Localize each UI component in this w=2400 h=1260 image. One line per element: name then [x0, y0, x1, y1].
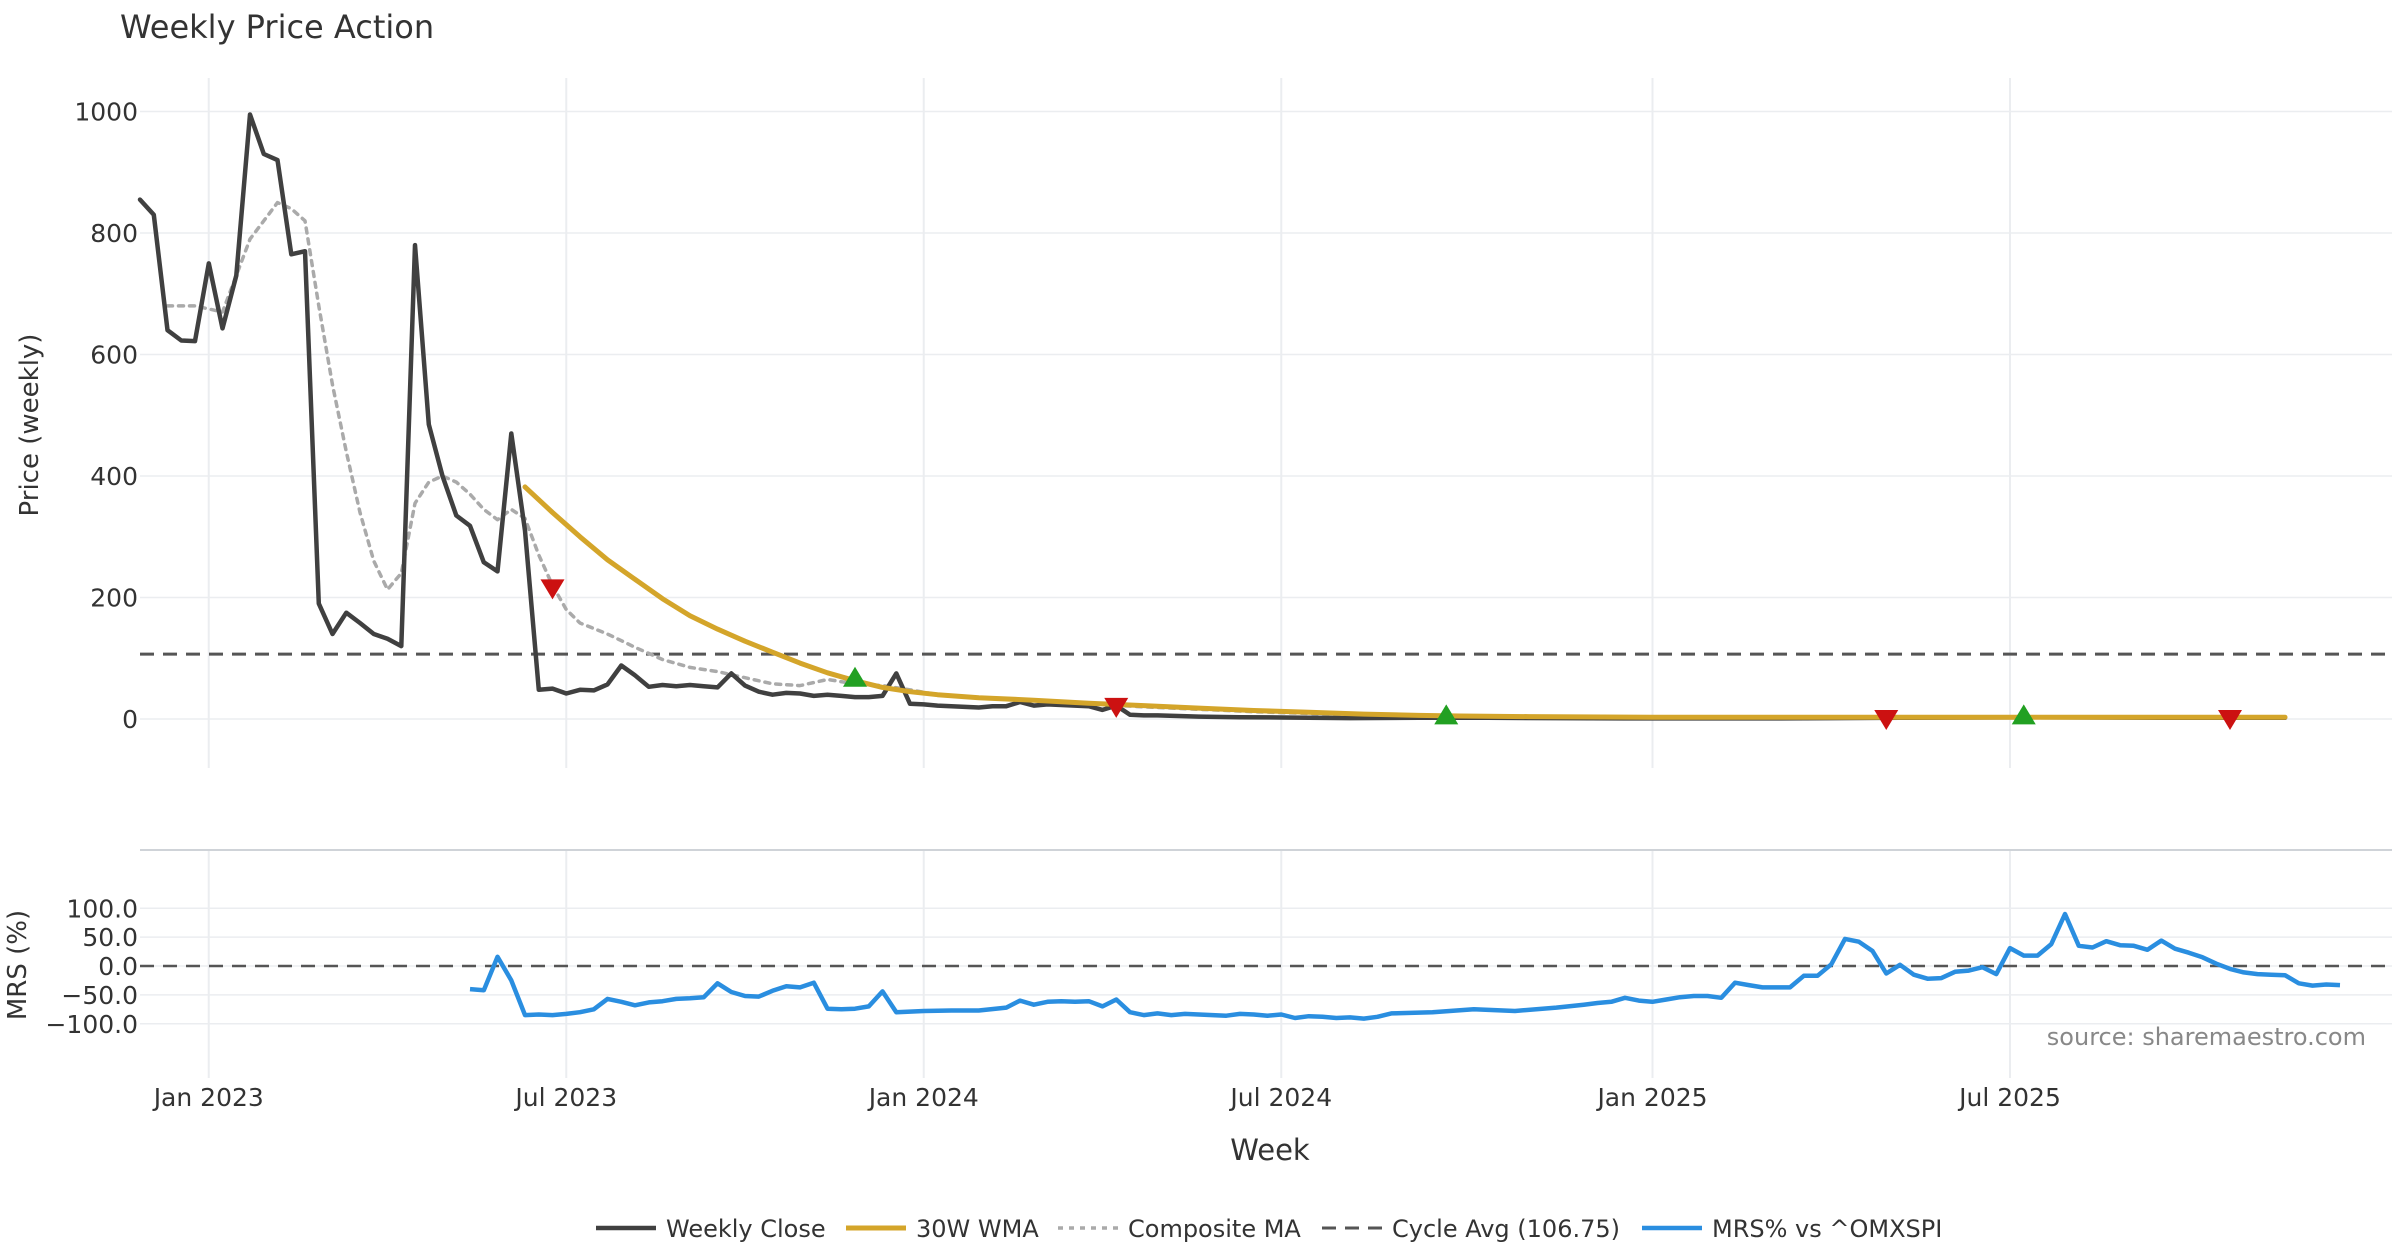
legend-label-wma: 30W WMA	[916, 1215, 1039, 1243]
mrs-y-tick-3: −50.0	[61, 981, 138, 1010]
sell-signal-marker-0	[540, 579, 565, 600]
composite-ma-line	[165, 200, 2287, 719]
price-y-tick-labels: 0 200 400 600 800 1000	[74, 98, 138, 735]
price-y-tick-3: 600	[90, 341, 138, 370]
mrs-y-tick-2: 0.0	[98, 952, 138, 981]
x-tick-3: Jul 2024	[1228, 1083, 1332, 1112]
sell-signal-marker-2	[1104, 697, 1129, 718]
price-y-axis-label: Price (weekly)	[15, 334, 45, 517]
price-series-layer	[137, 112, 2288, 721]
weekly-close-line	[137, 112, 2288, 721]
wma-30w-line	[522, 484, 2288, 720]
legend-label-cycle: Cycle Avg (106.75)	[1392, 1215, 1620, 1243]
price-y-tick-0: 0	[122, 705, 138, 734]
sell-signal-marker-4	[1874, 710, 1899, 730]
price-y-tick-2: 400	[90, 462, 138, 491]
x-tick-5: Jul 2025	[1957, 1083, 2061, 1112]
mrs-y-tick-0: 100.0	[66, 894, 138, 923]
buy-signal-marker-3	[1434, 704, 1459, 725]
signal-markers	[540, 579, 2242, 730]
legend: Weekly Close 30W WMA Composite MA Cycle Avg…	[596, 1215, 1942, 1243]
mrs-line	[469, 911, 2341, 1021]
mrs-y-axis-label: MRS (%)	[3, 910, 33, 1020]
buy-signal-marker-5	[2011, 704, 2036, 725]
price-y-tick-1: 200	[90, 584, 138, 613]
price-y-tick-5: 1000	[74, 98, 138, 127]
x-axis-label: Week	[1230, 1133, 1310, 1167]
source-annotation: source: sharemaestro.com	[2047, 1023, 2366, 1051]
sell-signal-marker-6	[2218, 710, 2242, 730]
legend-label-mrs: MRS% vs ^OMXSPI	[1712, 1215, 1942, 1243]
x-tick-labels: Jan 2023 Jul 2023 Jan 2024 Jul 2024 Jan 2025…	[152, 1083, 2061, 1112]
chart-title: Weekly Price Action	[120, 8, 434, 46]
legend-label-close: Weekly Close	[666, 1215, 826, 1243]
mrs-y-tick-4: −100.0	[45, 1010, 138, 1039]
x-tick-0: Jan 2023	[152, 1083, 264, 1112]
buy-signal-marker-1	[843, 666, 867, 687]
mrs-y-tick-1: 50.0	[82, 923, 138, 952]
x-tick-2: Jan 2024	[867, 1083, 979, 1112]
x-tick-4: Jan 2025	[1595, 1083, 1707, 1112]
mrs-y-tick-labels: 100.050.00.0−50.0−100.0	[45, 894, 138, 1039]
price-y-tick-4: 800	[90, 219, 138, 248]
legend-label-composite: Composite MA	[1128, 1215, 1301, 1243]
mrs-series-layer	[469, 911, 2341, 1021]
price-panel-grid	[140, 78, 2392, 768]
x-tick-1: Jul 2023	[513, 1083, 617, 1112]
